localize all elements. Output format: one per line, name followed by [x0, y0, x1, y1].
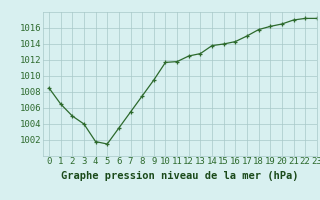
X-axis label: Graphe pression niveau de la mer (hPa): Graphe pression niveau de la mer (hPa)	[61, 171, 299, 181]
